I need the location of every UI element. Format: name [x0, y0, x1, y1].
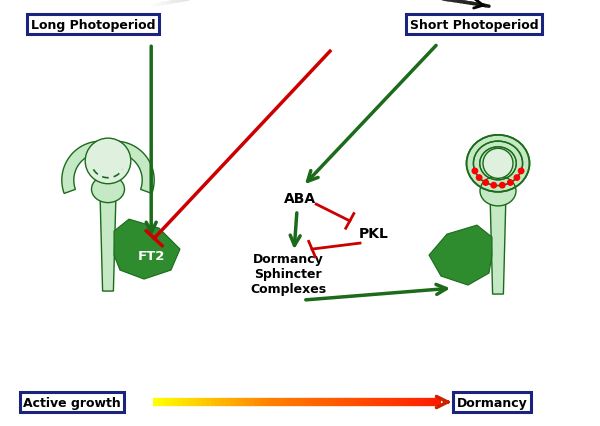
Circle shape: [483, 149, 513, 179]
Circle shape: [476, 176, 482, 181]
Polygon shape: [114, 219, 180, 279]
Text: FT2: FT2: [137, 249, 165, 262]
Polygon shape: [62, 142, 101, 194]
Circle shape: [514, 176, 520, 181]
Polygon shape: [429, 225, 492, 285]
Text: PKL: PKL: [359, 226, 389, 240]
Polygon shape: [115, 142, 154, 194]
Text: ABA: ABA: [284, 192, 316, 206]
Text: Short Photoperiod: Short Photoperiod: [410, 19, 538, 32]
Text: Long Photoperiod: Long Photoperiod: [31, 19, 155, 32]
Circle shape: [508, 181, 513, 186]
Ellipse shape: [91, 176, 125, 203]
Circle shape: [483, 181, 488, 186]
Ellipse shape: [480, 176, 516, 207]
Polygon shape: [100, 201, 116, 291]
Circle shape: [500, 183, 505, 188]
Text: Dormancy
Sphincter
Complexes: Dormancy Sphincter Complexes: [250, 252, 326, 295]
Circle shape: [85, 139, 131, 184]
Text: Active growth: Active growth: [23, 396, 121, 409]
Circle shape: [491, 183, 496, 188]
Ellipse shape: [467, 136, 529, 192]
Polygon shape: [490, 201, 506, 294]
Text: Dormancy: Dormancy: [457, 396, 527, 409]
Circle shape: [472, 169, 478, 174]
Circle shape: [518, 169, 524, 174]
